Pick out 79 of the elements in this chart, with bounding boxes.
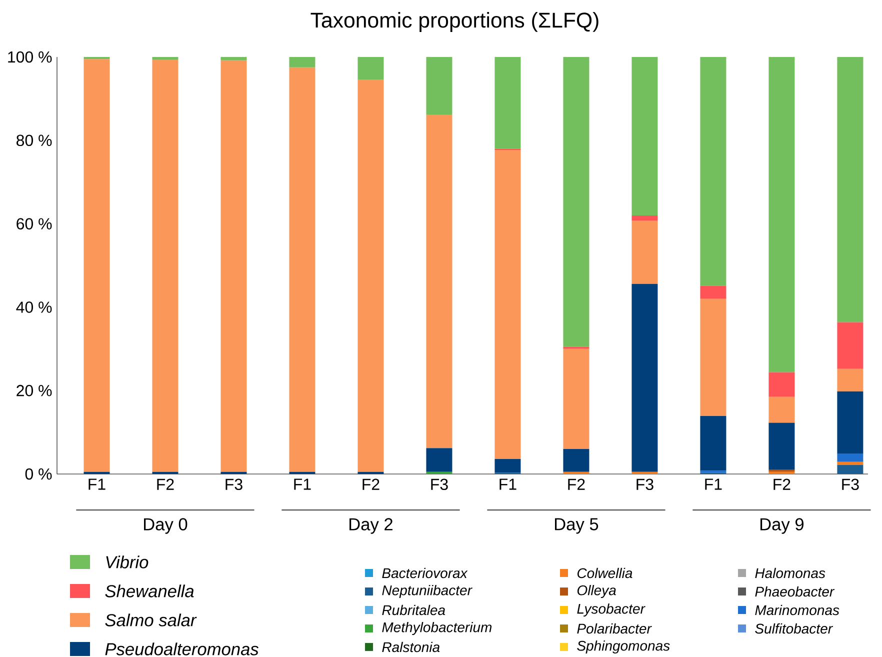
bar: [837, 464, 864, 474]
bar: [768, 56, 795, 372]
bar: [837, 462, 864, 465]
x-tick-label: F2: [568, 478, 585, 490]
bar: [837, 368, 864, 392]
bar: [494, 56, 521, 149]
bar: [563, 56, 590, 347]
bar: [84, 56, 110, 60]
bar: [632, 220, 658, 284]
bar: [700, 286, 726, 299]
bar: [700, 56, 726, 286]
legend-label: Shewanella: [105, 584, 194, 598]
legend-label: Phaeobacter: [755, 586, 835, 597]
legend-label: Sphingomonas: [577, 640, 670, 654]
legend-label: Vibrio: [106, 556, 148, 568]
text: Day 5: [554, 518, 598, 534]
bar: [768, 396, 795, 423]
legend-label: Colwellia: [577, 568, 632, 578]
bar: [563, 348, 590, 449]
text: Day 2: [350, 518, 392, 534]
x-tick-label: F3: [226, 478, 242, 490]
x-tick-label: F1: [294, 478, 311, 490]
legend-label: Bacteriovorax: [382, 568, 468, 578]
bar: [768, 422, 795, 470]
x-tick-label: F1: [705, 478, 722, 490]
bar: [426, 56, 452, 115]
bar: [152, 56, 178, 60]
x-tick-label: F1: [500, 478, 516, 490]
bar: [289, 56, 316, 68]
chart-title: Taxonomic proportions (ΣLFQ): [310, 12, 598, 32]
bar: [220, 56, 247, 60]
x-tick-label: F3: [431, 478, 448, 490]
bar: [632, 56, 658, 216]
bar: [494, 458, 521, 473]
bar: [84, 59, 110, 472]
legend-label: Ralstonia: [382, 642, 440, 652]
legend-label: Pseudoalteromonas: [105, 642, 258, 656]
y-tick-label: 60 %: [16, 218, 52, 230]
y-tick-label: 20 %: [16, 384, 52, 396]
bar: [426, 448, 452, 472]
y-tick-label: 0 %: [25, 468, 52, 480]
bar: [152, 59, 178, 472]
text: Day 0: [144, 518, 188, 534]
x-tick-label: F3: [636, 478, 654, 490]
bar: [220, 60, 247, 472]
x-tick-label: F2: [157, 478, 174, 490]
bar: [700, 298, 726, 416]
legend-label: Neptuniibacter: [382, 584, 472, 598]
bar: [358, 56, 384, 80]
bar: [837, 391, 864, 454]
x-tick-label: F2: [774, 478, 790, 490]
x-tick-label: F2: [362, 478, 380, 490]
y-tick-label: 80 %: [16, 134, 52, 146]
legend-label: Rubritalea: [382, 604, 446, 616]
bar: [837, 454, 864, 462]
legend-label: Lysobacter: [577, 603, 646, 617]
y-tick-label: 100 %: [8, 51, 52, 63]
x-tick-label: F3: [842, 478, 859, 490]
x-tick-label: F1: [88, 478, 106, 490]
legend-label: Marinomonas: [755, 604, 840, 616]
bar: [632, 215, 658, 220]
bar: [563, 448, 590, 472]
bar: [837, 322, 864, 369]
bar: [494, 150, 521, 459]
legend-label: Polaribacter: [577, 623, 652, 634]
bar: [768, 372, 795, 397]
legend-label: Methylobacterium: [382, 622, 492, 636]
bar: [426, 114, 452, 448]
bar: [700, 416, 726, 471]
legend-label: Halomonas: [755, 568, 826, 578]
bar: [632, 284, 658, 472]
legend-label: Sulfitobacter: [755, 623, 833, 634]
text: Day 9: [760, 518, 804, 534]
bar: [837, 56, 864, 322]
legend-label: Olleya: [577, 584, 616, 598]
y-tick-label: 40 %: [16, 302, 52, 313]
legend-label: Salmo salar: [105, 614, 197, 626]
bar: [289, 67, 316, 472]
bar: [358, 80, 384, 472]
